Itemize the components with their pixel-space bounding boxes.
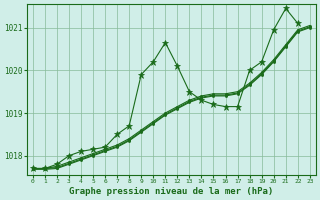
X-axis label: Graphe pression niveau de la mer (hPa): Graphe pression niveau de la mer (hPa) — [69, 187, 274, 196]
